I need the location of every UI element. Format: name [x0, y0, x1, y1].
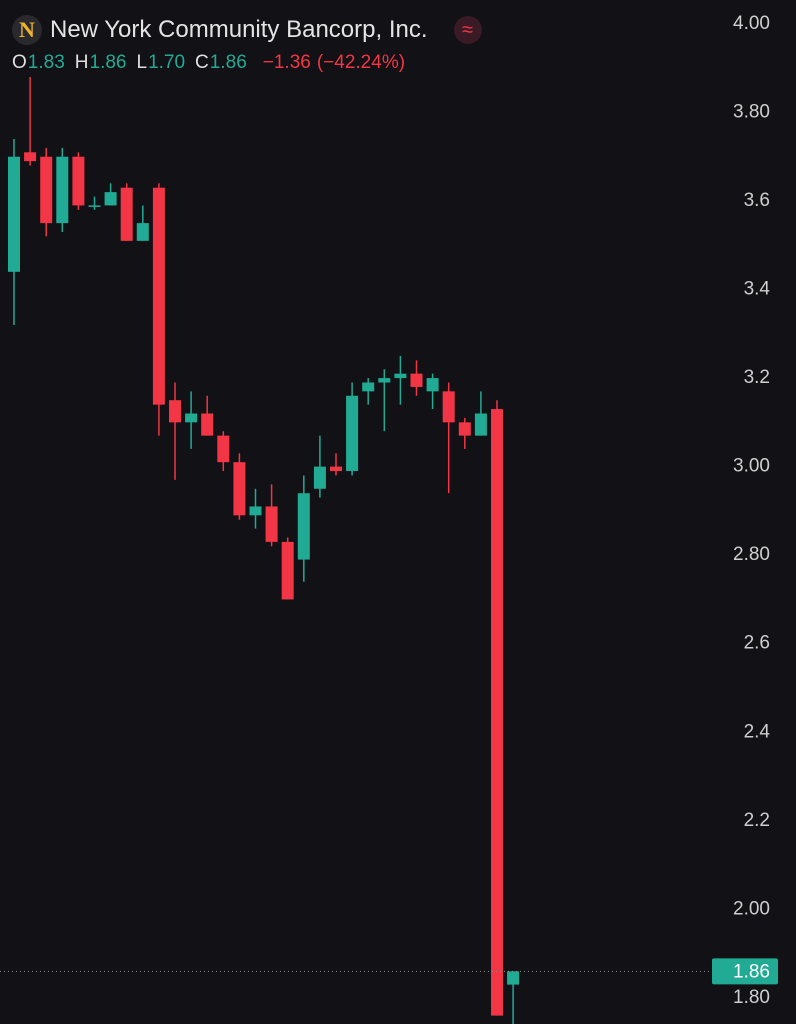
ohlc-value: 1.86 [89, 52, 127, 73]
ohlc-value: 1.83 [27, 52, 65, 73]
chart-title: New York Community Bancorp, Inc. [50, 16, 428, 43]
candle-body [442, 391, 455, 423]
candle-body [8, 156, 20, 272]
candle-body [40, 156, 53, 224]
y-tick-label: 2.6 [744, 633, 770, 654]
y-tick-label: 3.00 [733, 456, 770, 477]
indicator-icon[interactable]: ≈ [453, 16, 482, 44]
y-tick-label: 3.4 [744, 279, 771, 300]
candle-body [120, 187, 133, 241]
candle-body [426, 378, 439, 392]
candle-body [217, 435, 230, 463]
change-percent: (−42.24%) [316, 52, 406, 73]
change: −1.36 [262, 52, 311, 73]
candle-body [24, 152, 37, 162]
candle-body [378, 378, 391, 383]
candle-body [458, 422, 471, 436]
candle-body [507, 971, 520, 985]
candle-body [281, 541, 294, 600]
candle-body [297, 493, 310, 560]
candle-body [152, 187, 165, 405]
y-tick-label: 4.00 [733, 13, 770, 34]
candle-body [136, 223, 149, 241]
candle-body [330, 466, 342, 472]
candle-body [169, 400, 181, 423]
candle-body [474, 413, 487, 436]
ohlc-name: L [136, 52, 148, 73]
ohlc-value: 1.70 [148, 52, 186, 73]
candle-body [185, 413, 198, 423]
ohlc-name: H [74, 52, 89, 73]
ohlc-row: O 1.83 H 1.86 L 1.70 C 1.86 −1.36 (−42.24%) [12, 52, 482, 74]
candle-body [313, 466, 326, 489]
title-row: N New York Community Bancorp, Inc. ≈ [12, 12, 482, 48]
candle-body [72, 156, 85, 206]
y-tick-label: 2.80 [733, 544, 770, 565]
last-price-tag [712, 958, 778, 985]
y-tick-label: 1.80 [733, 987, 770, 1008]
ohlc-value: 1.86 [209, 52, 247, 73]
ohlc-name: O [12, 52, 27, 73]
candle-body [88, 205, 101, 207]
candle-body [233, 462, 246, 516]
y-tick-label: 3.2 [744, 367, 770, 388]
ohlc-name: C [195, 52, 209, 73]
y-tick-label: 2.00 [733, 898, 770, 919]
candle-body [201, 413, 214, 436]
logo: N [12, 15, 42, 45]
candle-body [394, 373, 407, 379]
candle-body [265, 506, 278, 542]
candle-body [56, 156, 69, 224]
candle-body [362, 382, 375, 392]
candle-body [249, 506, 262, 516]
header: N New York Community Bancorp, Inc. ≈ O 1.… [12, 12, 482, 74]
last-price-label: 1.86 [733, 961, 770, 982]
candle-body [346, 395, 359, 472]
candle-body [410, 373, 423, 387]
y-tick-label: 2.2 [744, 810, 770, 831]
y-tick-label: 2.4 [744, 721, 771, 742]
y-tick-label: 3.6 [744, 190, 770, 211]
candle-body [104, 192, 117, 206]
candle-body [491, 409, 503, 1016]
y-tick-label: 3.80 [733, 101, 770, 122]
